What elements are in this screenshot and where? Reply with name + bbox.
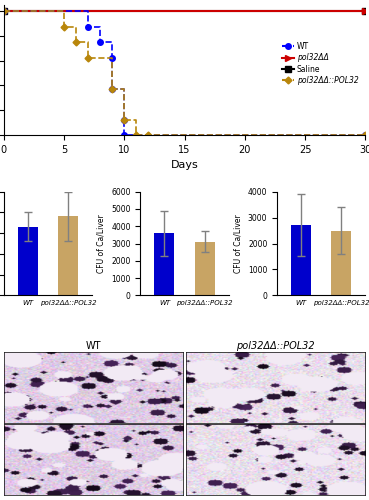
Title: WT: WT <box>86 342 101 351</box>
X-axis label: Days: Days <box>170 160 199 170</box>
Title: pol32ΔΔ::POL32: pol32ΔΔ::POL32 <box>237 342 315 351</box>
Y-axis label: CFU of Ca/Liver: CFU of Ca/Liver <box>97 214 106 273</box>
Bar <box>331 230 351 296</box>
Bar <box>291 226 311 296</box>
Legend: WT, pol32ΔΔ, Saline, pol32ΔΔ::POL32: WT, pol32ΔΔ, Saline, pol32ΔΔ::POL32 <box>279 39 362 88</box>
Y-axis label: CFU of Ca/Liver: CFU of Ca/Liver <box>233 214 242 273</box>
Bar <box>58 216 78 296</box>
Bar <box>155 233 175 296</box>
Bar <box>18 227 38 296</box>
Bar <box>194 242 214 296</box>
